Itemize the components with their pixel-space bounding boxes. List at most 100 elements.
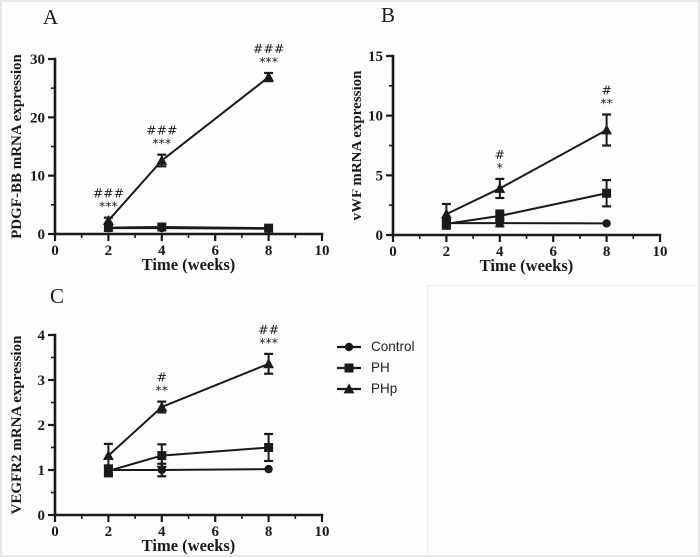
sig-star-annotation: ***: [259, 335, 278, 350]
square-marker-icon: [264, 443, 274, 452]
square-marker-icon: [344, 363, 354, 372]
square-marker-icon: [157, 451, 167, 461]
axes: [48, 57, 324, 241]
legend-row-control: Control: [336, 336, 415, 357]
y-tick-label: 0: [38, 508, 46, 524]
triangle-marker-icon: [103, 450, 114, 460]
y-tick-label: 4: [38, 328, 46, 344]
square-marker-icon: [103, 223, 113, 233]
y-axis-title: vWF mRNA expression: [352, 70, 365, 221]
series-PH: [103, 222, 274, 233]
triangle-marker-icon: [601, 124, 612, 135]
panel-b-chart-vwf: 0 2 4 6 8 10 0 5 10 15 Time (weeks) vWF mRNA expres…: [352, 49, 668, 275]
panel-b-label: B: [381, 3, 396, 27]
sig-star-annotation: ***: [152, 136, 171, 151]
y-tick-label: 20: [30, 110, 45, 126]
y-tick-label: 15: [368, 49, 383, 65]
sig-hash-annotation: ##: [258, 322, 279, 337]
triangle-marker-icon: [103, 214, 114, 225]
x-tick-label: 10: [315, 524, 330, 540]
x-tick-label: 6: [549, 244, 557, 260]
x-tick-label: 6: [211, 524, 219, 540]
y-axis-title: VEGFR2 mRNA expression: [9, 335, 25, 515]
circle-marker-icon: [344, 342, 354, 351]
square-marker-icon: [103, 466, 113, 476]
x-tick-label: 6: [211, 243, 219, 259]
x-axis-title: Time (weeks): [142, 255, 236, 274]
y-axis-title: PDGF-BB mRNA expression: [9, 53, 25, 238]
x-tick-label: 10: [315, 243, 330, 259]
square-marker-icon: [602, 188, 612, 198]
x-tick-label: 4: [158, 524, 166, 540]
x-tick-label: 2: [105, 243, 113, 259]
sig-hash-annotation: #: [601, 82, 611, 97]
series-PH: [103, 432, 274, 478]
series-PHp: [103, 71, 274, 225]
x-tick-label: 10: [653, 244, 668, 260]
square-marker-icon: [337, 363, 361, 372]
x-tick-label: 8: [603, 244, 611, 260]
triangle-marker-icon: [156, 401, 168, 412]
x-tick-label: 8: [265, 243, 273, 259]
legend-label-control: Control: [371, 338, 415, 354]
legend: Control PH PHp: [336, 336, 415, 399]
sig-star-annotation: ***: [259, 54, 278, 69]
x-tick-label: 0: [389, 244, 397, 260]
x-tick-label: 2: [443, 244, 451, 260]
panel-a-chart-pdgf-bb: 0 2 4 6 8 10 0 10 20 30 Time (weeks) PDGF-BB mRNA e…: [9, 41, 330, 274]
triangle-marker-icon: [441, 208, 452, 219]
sig-star-annotation: **: [156, 383, 169, 398]
x-tick-label: 4: [158, 243, 166, 259]
x-axis-title: Time (weeks): [480, 256, 574, 275]
y-tick-label: 0: [376, 228, 384, 244]
y-tick-label: 5: [376, 168, 384, 184]
triangle-marker-icon: [494, 182, 506, 193]
x-tick-label: 0: [51, 243, 59, 259]
circle-marker-icon: [337, 342, 361, 351]
y-tick-label: 30: [30, 52, 45, 68]
y-tick-label: 0: [38, 227, 46, 243]
square-marker-icon: [495, 211, 505, 221]
sig-star-annotation: **: [600, 95, 613, 110]
triangle-marker-icon: [337, 382, 361, 393]
triangle-marker-icon: [263, 358, 274, 369]
series-PHp: [441, 113, 612, 226]
x-tick-label: 4: [496, 244, 504, 260]
legend-row-ph: PH: [336, 357, 415, 378]
triangle-marker-icon: [156, 154, 168, 165]
x-tick-label: 8: [265, 524, 273, 540]
legend-label-ph: PH: [371, 359, 390, 375]
sig-star-annotation: ***: [99, 199, 118, 214]
sig-hash-annotation: ###: [146, 123, 177, 138]
triangle-marker-icon: [343, 382, 355, 393]
x-tick-label: 0: [51, 524, 59, 540]
quadrant-divider-horizontal: [427, 285, 698, 286]
series-PHp: [103, 352, 274, 469]
x-axis-title: Time (weeks): [142, 536, 236, 555]
sig-hash-annotation: ###: [93, 186, 124, 201]
axes: [48, 333, 324, 522]
legend-label-php: PHp: [371, 380, 398, 396]
square-marker-icon: [264, 223, 274, 233]
sig-hash-annotation: ###: [253, 41, 284, 56]
y-tick-label: 10: [368, 109, 383, 125]
circle-marker-icon: [264, 464, 273, 474]
x-tick-label: 2: [105, 524, 113, 540]
panel-c-label: C: [50, 284, 65, 308]
circle-marker-icon: [602, 219, 611, 228]
sig-hash-annotation: #: [495, 147, 505, 162]
sig-hash-annotation: #: [157, 370, 167, 385]
y-tick-label: 3: [38, 373, 46, 389]
sig-star-annotation: *: [497, 160, 503, 175]
panel-a-label: A: [43, 5, 59, 29]
triangle-marker-icon: [263, 71, 274, 82]
square-marker-icon: [157, 222, 167, 232]
y-tick-label: 2: [38, 418, 46, 434]
quadrant-divider-vertical: [427, 285, 428, 555]
axes: [386, 54, 662, 242]
legend-row-php: PHp: [336, 378, 415, 399]
y-tick-label: 1: [38, 463, 46, 479]
y-tick-label: 10: [30, 169, 45, 185]
